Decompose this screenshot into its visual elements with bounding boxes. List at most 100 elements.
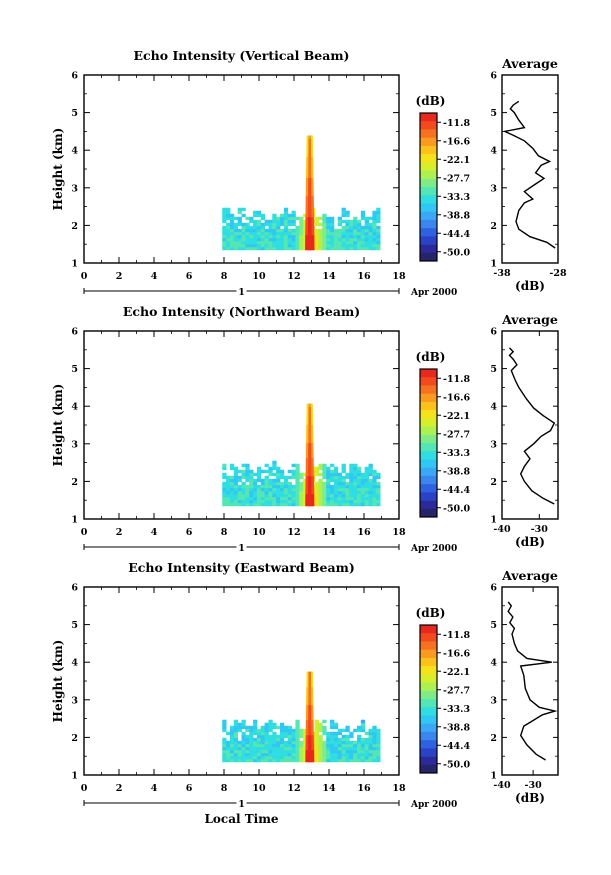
echo-cell [276,499,281,504]
echo-cell [376,216,381,221]
echo-cell [241,746,246,751]
colorbar-swatch [420,385,437,394]
echo-cell [233,469,239,474]
echo-cell [249,487,254,492]
echo-cell [353,749,358,754]
echo-cell [345,225,350,230]
echo-cell [283,210,289,215]
echo-cell [349,496,354,501]
colorbar-swatch [420,641,437,650]
x-tick-label: 16 [357,783,371,794]
panel-1: Echo Intensity (Northward Beam)0 2 4 6 8 10 12… [51,304,559,554]
echo-cell [345,755,350,760]
echo-cell [341,734,346,739]
echo-cell [345,490,350,495]
echo-cell [256,240,262,245]
echo-cell [345,734,350,739]
echo-cell [295,755,300,760]
echo-cell [318,493,323,498]
echo-cell [287,243,292,248]
echo-cell [299,755,304,760]
echo-cell [308,180,312,185]
echo-cell [222,463,227,468]
echo-cell [241,240,246,245]
echo-cell [287,481,292,486]
echo-cell [326,228,331,233]
echo-cell [299,749,304,754]
echo-cell [318,728,323,733]
echo-cell [364,466,369,471]
echo-cell [237,490,242,495]
echo-cell [345,743,350,748]
echo-cell [226,484,231,489]
echo-cell [322,234,327,239]
echo-cell [264,240,269,245]
colorbar-label: -27.7 [443,429,470,440]
echo-cell [237,475,242,480]
echo-cell [345,502,350,507]
echo-cell [308,749,312,754]
echo-cell [333,240,339,245]
echo-cell [283,231,289,236]
echo-cell [287,228,292,233]
echo-cell [360,749,366,754]
echo-cell [308,689,312,694]
profile-title: Average [501,568,558,583]
echo-cell [341,752,346,757]
echo-cell [330,487,335,492]
echo-cell [349,475,354,480]
echo-cell [291,743,296,748]
echo-cell [314,499,319,504]
echo-cell [260,740,265,745]
x-tick-label: 14 [322,527,336,538]
profile-x-tick-label: -40 [493,524,511,535]
echo-cell [276,469,281,474]
echo-cell [326,240,331,245]
echo-cell [308,463,312,468]
echo-cell [299,743,304,748]
echo-cell [272,487,277,492]
echo-cell [291,749,296,754]
echo-cell [245,752,250,757]
echo-cell [318,743,323,748]
echo-cell [249,216,254,221]
echo-cell [245,490,250,495]
echo-cell [249,746,254,751]
echo-cell [341,493,346,498]
echo-cell [299,728,304,733]
echo-cell [249,493,254,498]
echo-cell [291,493,296,498]
echo-cell [353,481,358,486]
echo-cell [272,228,277,233]
echo-cell [253,499,258,504]
echo-cell [376,207,381,212]
y-tick-label: 1 [71,771,78,782]
echo-cell [364,496,369,501]
echo-cell [326,755,331,760]
echo-cell [256,755,262,760]
echo-cell [308,677,312,682]
echo-cell [249,743,254,748]
echo-cell [233,493,239,498]
echo-cell [345,240,350,245]
colorbar-swatch [420,162,437,171]
echo-cell [245,475,250,480]
echo-cell [330,746,335,751]
echo-cell [376,752,381,757]
echo-cell [368,758,373,763]
echo-cell [229,752,235,757]
echo-cell [330,246,335,251]
echo-cell [253,755,258,760]
echo-cell [368,731,373,736]
colorbar-label: -22.1 [443,411,470,422]
date-axis-month-year: Apr 2000 [410,800,457,810]
echo-cell [357,499,362,504]
echo-cell [360,490,366,495]
echo-cell [341,758,346,763]
colorbar-swatch [420,129,437,138]
echo-cell [272,725,277,730]
echo-cell [330,228,335,233]
echo-cell [268,487,273,492]
echo-cell [226,740,231,745]
echo-cell [245,466,250,471]
